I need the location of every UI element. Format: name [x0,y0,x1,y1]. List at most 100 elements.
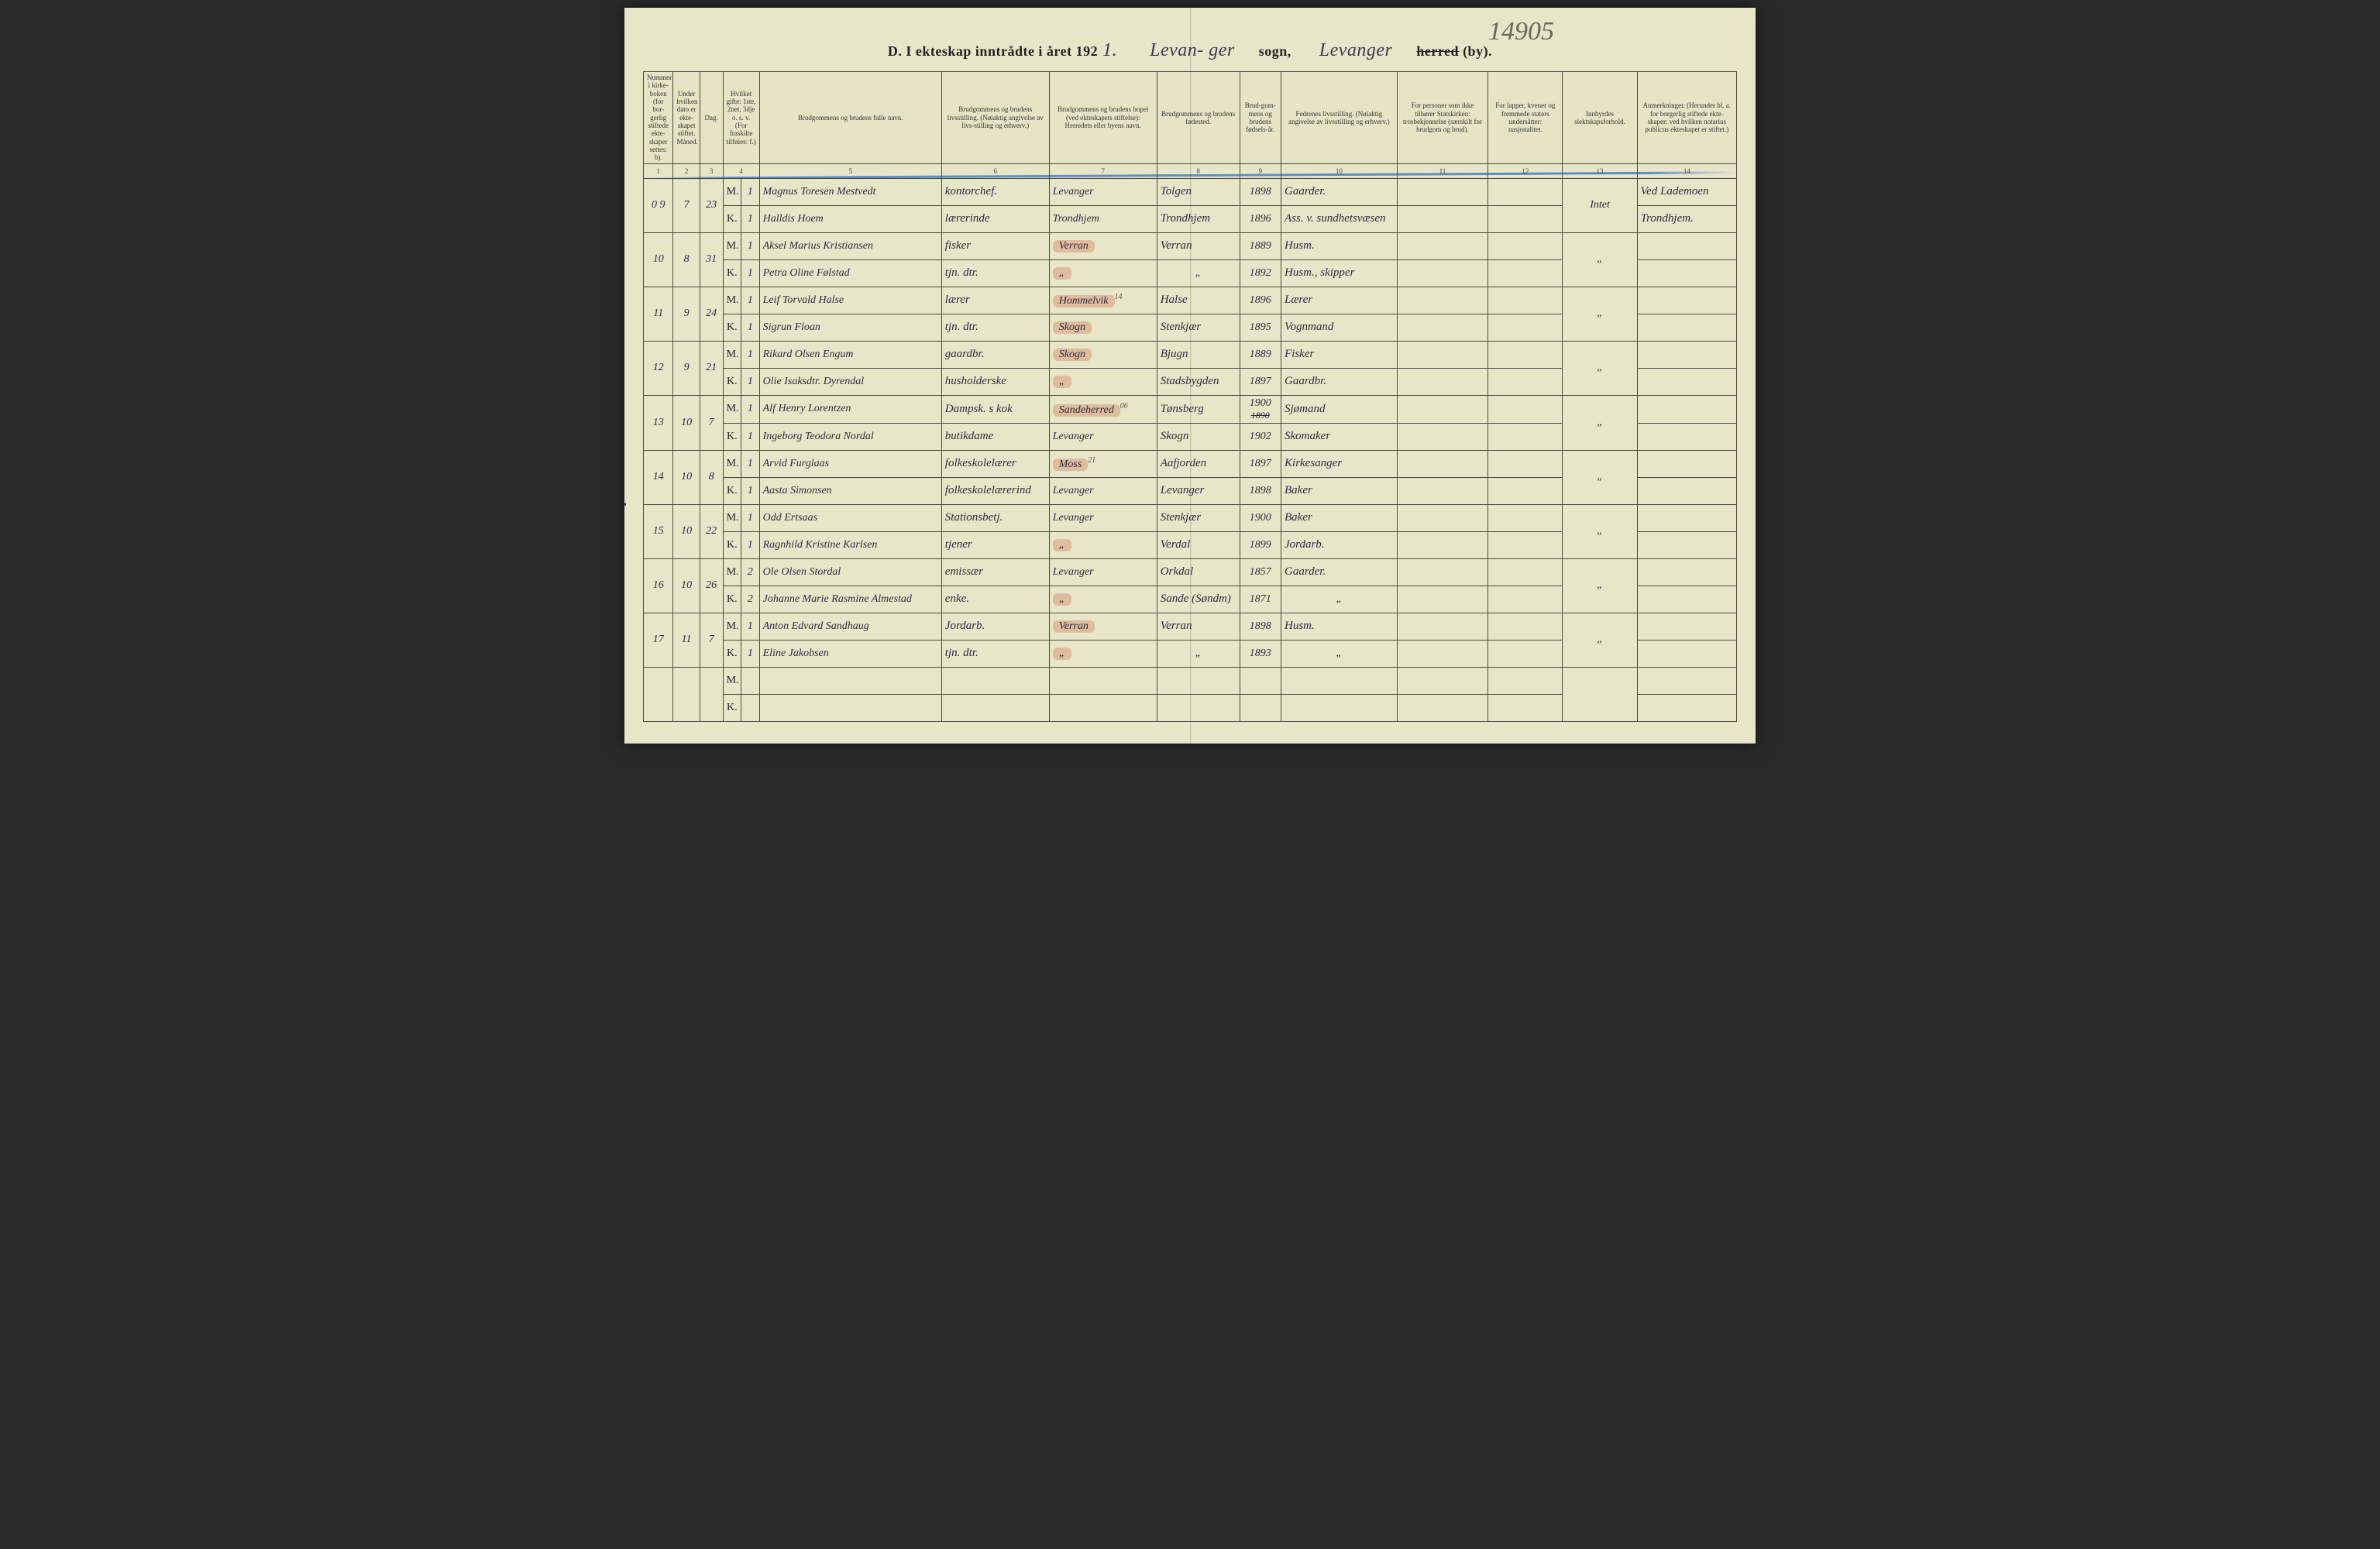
name-m: Rikard Olsen Engum [759,341,941,368]
cn-6: 6 [941,163,1049,178]
gifte-k: 1 [741,368,760,395]
c14-m [1637,558,1736,586]
mk-k: K. [723,477,741,504]
father-k: „ [1281,586,1398,613]
c14-m [1637,504,1736,531]
c12-m [1488,613,1563,640]
c12-k [1488,205,1563,232]
name-k: Eline Jakobsen [759,640,941,667]
entry-num: 15 [644,504,673,558]
birth-m: Orkdal [1157,558,1240,586]
c12-m [1488,287,1563,314]
c11-m [1397,287,1488,314]
entry-day: 31 [700,232,723,287]
gifte-k: 1 [741,531,760,558]
occ-m: Stationsbetj. [941,504,1049,531]
entry-month: 10 [673,504,700,558]
c13: Intet [1563,178,1637,232]
c12-m [1488,341,1563,368]
c12-k [1488,259,1563,287]
col-13: Innbyrdes slektskapsforhold. [1563,72,1637,164]
cn-8: 8 [1157,163,1240,178]
occ-k: enke. [941,586,1049,613]
cn-13: 13 [1563,163,1637,178]
home-k: „ [1049,259,1157,287]
c11-m [1397,613,1488,640]
c14-m [1637,613,1736,640]
home-m: Skogn [1049,341,1157,368]
home-m: Sandeherred06 [1049,395,1157,423]
father-m: Husm. [1281,613,1398,640]
home-m: Moss21 [1049,450,1157,477]
year-m: 1900 [1240,504,1281,531]
year-k: 1902 [1240,423,1281,450]
c11-m [1397,395,1488,423]
year-m: 1896 [1240,287,1281,314]
mk-m: M. [723,667,741,694]
colnum-row: 1 2 3 4 5 6 7 8 9 10 11 12 13 14 [644,163,1737,178]
mk-k: K. [723,694,741,721]
c12-k [1488,368,1563,395]
entry-day: 24 [700,287,723,341]
home-k: Levanger [1049,423,1157,450]
gifte-m: 1 [741,341,760,368]
c13: „ [1563,232,1637,287]
mk-k: K. [723,586,741,613]
mk-k: K. [723,531,741,558]
col-7: Brudgommens og brudens bopel (ved ektesk… [1049,72,1157,164]
gifte-k: 1 [741,640,760,667]
col-10: Fedrenes livsstilling. (Nøiaktig angivel… [1281,72,1398,164]
birth-k: Stenkjær [1157,314,1240,341]
entry-num: 0 9 [644,178,673,232]
c12-k [1488,477,1563,504]
occ-k: folkeskolelærerind [941,477,1049,504]
c11-k [1397,640,1488,667]
col-11: For personer som ikke tilhører Statskirk… [1397,72,1488,164]
gifte-m: 1 [741,450,760,477]
col-9: Brud-gom-mens og brudens fødsels-år. [1240,72,1281,164]
c12-m [1488,450,1563,477]
entry-month: 9 [673,341,700,395]
c12-m [1488,558,1563,586]
name-m: Anton Edvard Sandhaug [759,613,941,640]
entry-day: 21 [700,341,723,395]
father-m: Husm. [1281,232,1398,259]
year-m: 1857 [1240,558,1281,586]
table-row-m: 13107M.1Alf Henry LorentzenDampsk. s kok… [644,395,1737,423]
birth-k: Verdal [1157,531,1240,558]
father-m: Lærer [1281,287,1398,314]
c14-k [1637,423,1736,450]
year-m: 19001890 [1240,395,1281,423]
ledger-table: Nummer i kirke-boken (for bor-gerlig sti… [643,71,1737,722]
name-m: Leif Torvald Halse [759,287,941,314]
c12-m [1488,504,1563,531]
name-k: Ragnhild Kristine Karlsen [759,531,941,558]
home-m: Levanger [1049,178,1157,205]
entry-day: 23 [700,178,723,232]
c14-k [1637,368,1736,395]
c13: „ [1563,558,1637,613]
c14-k: Trondhjem. [1637,205,1736,232]
table-row-m: 151022M.1Odd ErtsaasStationsbetj.Levange… [644,504,1737,531]
father-k: „ [1281,640,1398,667]
year-k: 1897 [1240,368,1281,395]
margin-tick [624,503,626,507]
c13: „ [1563,395,1637,450]
birth-m: Tolgen [1157,178,1240,205]
col-3: Dag. [700,72,723,164]
c14-k [1637,531,1736,558]
c11-m [1397,558,1488,586]
c11-k [1397,368,1488,395]
birth-k: Skogn [1157,423,1240,450]
gifte-k: 2 [741,586,760,613]
entry-month: 8 [673,232,700,287]
c12-k [1488,586,1563,613]
mk-k: K. [723,205,741,232]
name-m: Ole Olsen Stordal [759,558,941,586]
sogn-hand: Levan- ger [1145,40,1240,60]
name-k: Ingeborg Teodora Nordal [759,423,941,450]
title-prefix: D. I ekteskap inntrådte i året 192 [888,43,1098,59]
birth-m: Halse [1157,287,1240,314]
c14-k [1637,640,1736,667]
mk-k: K. [723,368,741,395]
